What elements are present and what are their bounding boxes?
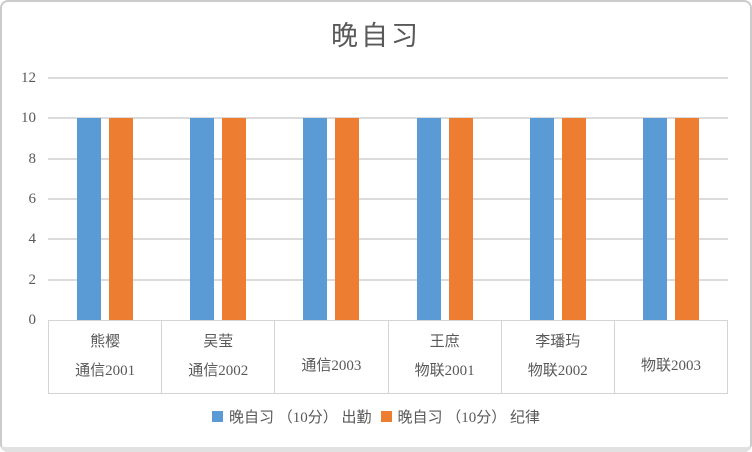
legend-entry-1: 晚自习 （10分） 出勤 xyxy=(211,406,372,427)
category-cell-6: 物联2003 xyxy=(615,321,727,393)
category-cell-5: 李璠玙物联2002 xyxy=(502,321,615,393)
bar-series-2-cat-4 xyxy=(448,118,473,320)
y-axis-tick-label: 6 xyxy=(28,191,37,207)
legend: 晚自习 （10分） 出勤 晚自习 （10分） 纪律 xyxy=(0,406,752,427)
legend-marker-icon xyxy=(211,411,223,422)
bar-series-1-cat-1 xyxy=(76,118,101,320)
category-cell-4: 王庶物联2001 xyxy=(389,321,502,393)
bar-series-2-cat-5 xyxy=(561,118,586,320)
category-group-label: 通信2003 xyxy=(301,358,362,374)
category-name-label: 吴莹 xyxy=(203,333,234,350)
category-cell-2: 吴莹通信2002 xyxy=(162,321,276,393)
bar-series-1-cat-5 xyxy=(529,118,554,320)
category-name-label: 熊樱 xyxy=(90,333,121,350)
legend-marker-icon xyxy=(380,411,392,422)
category-cell-3: 通信2003 xyxy=(275,321,389,393)
category-group-label: 物联2003 xyxy=(640,358,701,374)
gridline-6 xyxy=(48,198,728,200)
bar-series-2-cat-1 xyxy=(108,118,133,320)
bar-series-1-cat-6 xyxy=(643,118,668,320)
bar-series-1-cat-4 xyxy=(416,118,441,320)
gridline-8 xyxy=(48,157,728,160)
category-axis: 熊樱 通信2001 吴莹 通信2002 通信2003 王庶 物联2001 李璠玙 物联2002 物… xyxy=(48,320,728,394)
gridline-12 xyxy=(48,77,728,79)
category-group-label: 通信2001 xyxy=(75,362,136,379)
y-axis-tick-label: 4 xyxy=(28,231,37,248)
gridline-2 xyxy=(48,278,728,281)
bar-series-1-cat-3 xyxy=(303,118,328,320)
y-axis-tick-label: 10 xyxy=(21,110,36,127)
bar-series-1-cat-2 xyxy=(189,118,214,320)
chart-title: 晚自习 xyxy=(331,21,421,51)
category-cell-1: 熊樱通信2001 xyxy=(49,321,163,393)
y-axis-tick-label: 8 xyxy=(28,150,37,167)
category-name-label: 李璠玙 xyxy=(535,333,581,350)
y-axis-tick-label: 12 xyxy=(21,70,36,86)
bar-series-2-cat-6 xyxy=(675,118,700,320)
y-axis-tick-label: 2 xyxy=(28,271,37,288)
gridline-10 xyxy=(48,117,728,120)
y-axis-tick-label: 0 xyxy=(28,312,37,328)
legend-label: 晚自习 （10分） 纪律 xyxy=(397,410,541,426)
bar-series-2-cat-2 xyxy=(221,118,246,320)
legend-label: 晚自习 （10分） 出勤 xyxy=(228,410,372,426)
bottom-edge-strip xyxy=(0,447,752,452)
category-group-label: 物联2002 xyxy=(527,362,588,379)
bar-series-2-cat-3 xyxy=(335,118,360,320)
category-group-label: 通信2002 xyxy=(188,362,249,379)
legend-entry-2: 晚自习 （10分） 纪律 xyxy=(380,406,541,427)
gridline-4 xyxy=(48,238,728,241)
category-name-label: 王庶 xyxy=(429,333,460,350)
category-group-label: 物联2001 xyxy=(414,362,475,379)
